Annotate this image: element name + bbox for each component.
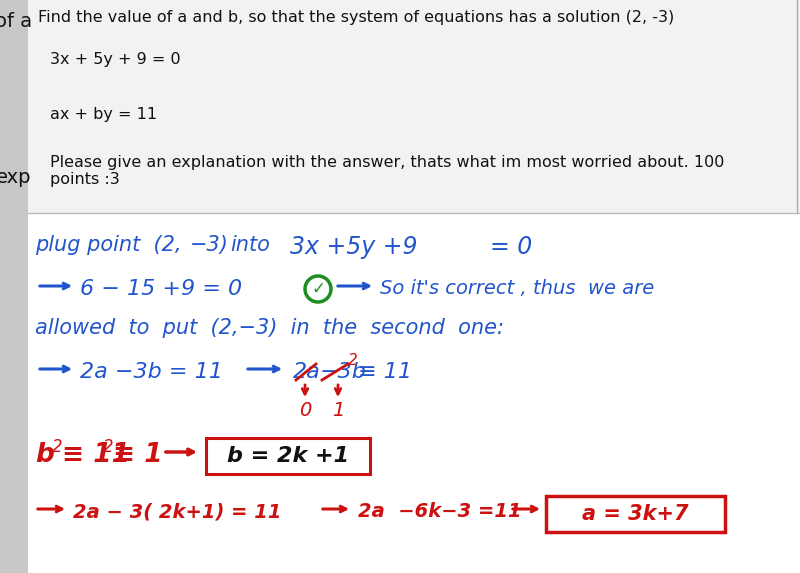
Text: a = 3k+7: a = 3k+7 (582, 504, 688, 524)
Text: exp: exp (0, 168, 32, 187)
Text: allowed  to  put  (2,−3)  in  the  second  one:: allowed to put (2,−3) in the second one: (35, 318, 504, 338)
Bar (0, 0, 800, 213)
FancyBboxPatch shape (546, 496, 725, 532)
Text: So it's correct , thus  we are: So it's correct , thus we are (380, 279, 654, 298)
Text: ✓: ✓ (311, 280, 325, 298)
Text: ≡ 11: ≡ 11 (62, 442, 130, 468)
Text: ≡ 11: ≡ 11 (358, 362, 412, 382)
Text: = 0: = 0 (490, 235, 532, 259)
Text: Please give an explanation with the answer, thats what im most worried about. 10: Please give an explanation with the answ… (50, 155, 724, 187)
Text: 6 − 15 +9 = 0: 6 − 15 +9 = 0 (80, 279, 242, 299)
Text: b: b (35, 442, 54, 468)
Text: into: into (230, 235, 270, 255)
Bar (0, 213, 800, 573)
Text: 0: 0 (299, 401, 311, 420)
Text: 1: 1 (332, 401, 344, 420)
Bar (0, 0, 28, 573)
Text: 2a: 2a (293, 362, 321, 382)
Text: −3): −3) (190, 235, 229, 255)
Text: 2: 2 (52, 438, 62, 456)
Text: −3b: −3b (320, 362, 367, 382)
Text: 3x +5y +9: 3x +5y +9 (290, 235, 418, 259)
Text: plug point  (2,: plug point (2, (35, 235, 182, 255)
Text: ≡ 1: ≡ 1 (113, 442, 162, 468)
Text: of a: of a (0, 12, 33, 31)
Text: 2: 2 (348, 353, 358, 368)
FancyBboxPatch shape (206, 438, 370, 474)
Text: 2a − 3( 2k+1) = 11: 2a − 3( 2k+1) = 11 (73, 502, 282, 521)
Text: 2a −3b = 11: 2a −3b = 11 (80, 362, 223, 382)
Text: Find the value of a and b, so that the system of equations has a solution (2, -3: Find the value of a and b, so that the s… (38, 10, 674, 25)
Text: ax + by = 11: ax + by = 11 (50, 107, 157, 122)
Text: 3x + 5y + 9 = 0: 3x + 5y + 9 = 0 (50, 52, 181, 67)
Text: 2a  −6k−3 =11: 2a −6k−3 =11 (358, 502, 522, 521)
Text: b = 2k +1: b = 2k +1 (227, 446, 349, 466)
Text: 2: 2 (103, 438, 114, 456)
